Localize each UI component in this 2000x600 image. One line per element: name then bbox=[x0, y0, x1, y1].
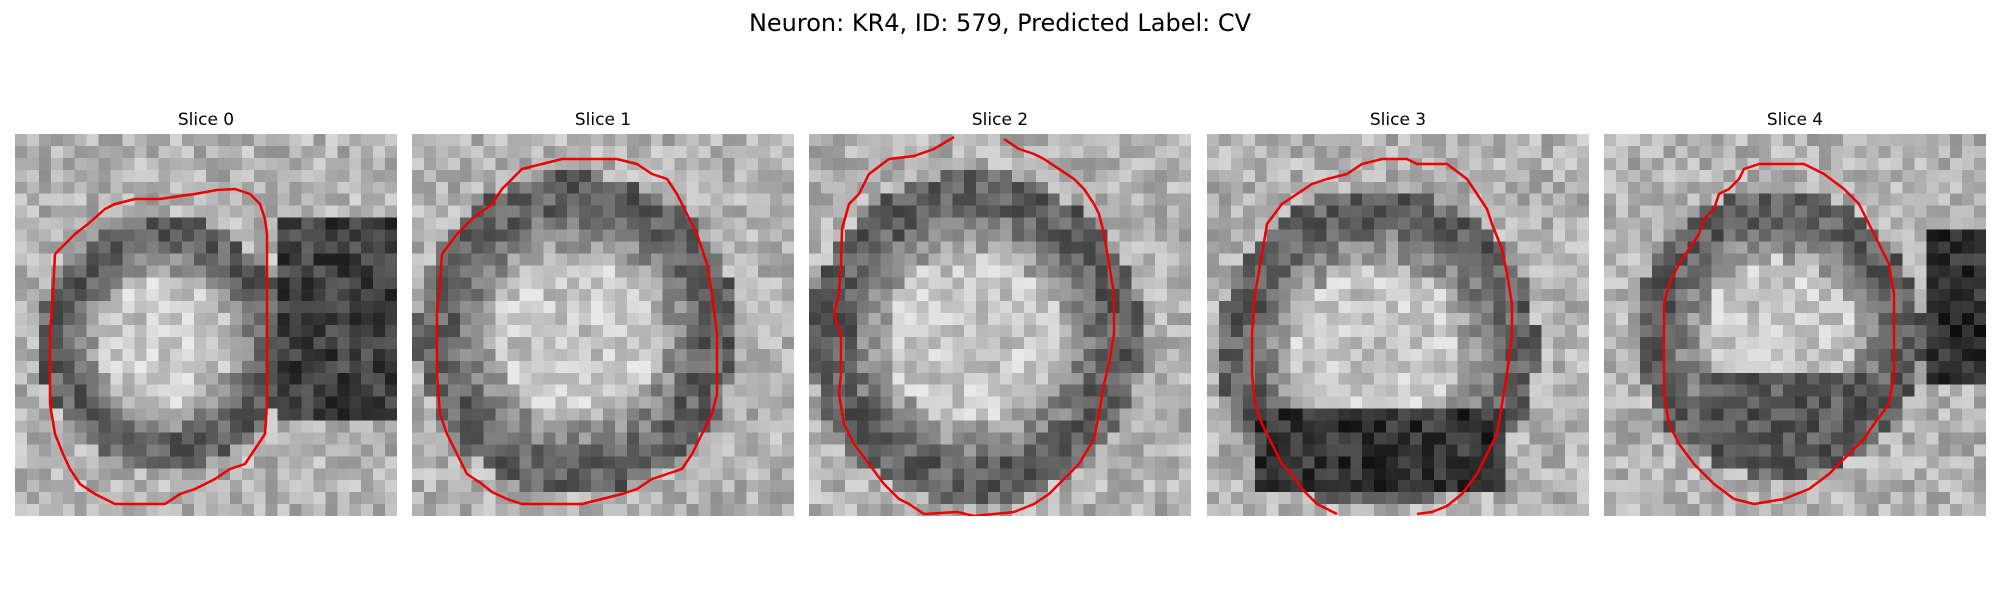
segmentation-contour bbox=[48, 187, 269, 506]
slice-image bbox=[412, 134, 794, 516]
slice-image bbox=[1604, 134, 1986, 516]
segmentation-contour bbox=[832, 135, 1116, 516]
slice-image bbox=[15, 134, 397, 516]
slice-image bbox=[809, 134, 1191, 516]
figure-title: Neuron: KR4, ID: 579, Predicted Label: C… bbox=[748, 9, 1252, 37]
segmentation-contour bbox=[435, 157, 719, 506]
slice-image bbox=[1207, 134, 1589, 516]
contour-overlay bbox=[48, 187, 269, 506]
slice-title: Slice 1 bbox=[574, 110, 632, 130]
slice-title: Slice 4 bbox=[1766, 110, 1824, 130]
contour-overlay bbox=[435, 157, 719, 506]
segmentation-contour bbox=[1662, 162, 1896, 506]
slice-title: Slice 3 bbox=[1369, 110, 1427, 130]
segmentation-contour bbox=[1250, 157, 1514, 516]
slice-title: Slice 2 bbox=[971, 110, 1029, 130]
slice-title: Slice 0 bbox=[177, 110, 235, 130]
contour-overlay bbox=[1250, 157, 1514, 516]
contour-overlay bbox=[1662, 162, 1896, 506]
contour-overlay bbox=[832, 135, 1116, 516]
